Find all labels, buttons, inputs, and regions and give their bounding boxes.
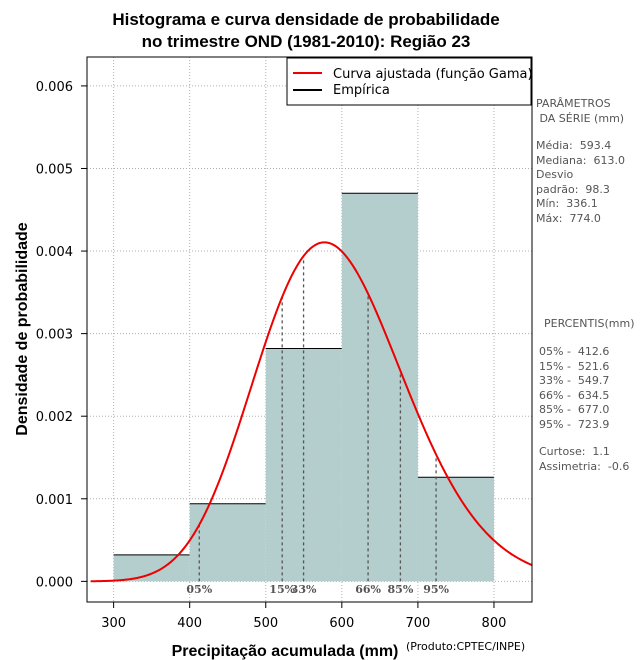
percentile-label: 95% [423,583,449,596]
percentile-markers: 05% 15%33% 66% 85% 95% [186,256,450,596]
legend-label-empirical: Empírica [333,83,390,98]
x-tick-label: 700 [405,616,430,631]
y-axis: 0.000 0.001 0.002 0.003 0.004 0.005 0.006 [36,80,87,590]
chart-title-line-2: no trimestre OND (1981-2010): Região 23 [142,32,471,51]
x-tick-label: 500 [253,616,278,631]
y-tick-label: 0.001 [36,493,73,508]
x-tick-label: 300 [101,616,126,631]
percentile-label: 15% [269,583,295,596]
legend-box [286,57,532,106]
legend-label-curve: Curva ajustada (função Gama) [333,67,533,82]
histogram-bar [341,193,418,582]
series-parameters-title: PARÂMETROS DA SÉRIE (mm) [536,97,625,125]
percentile-label: 66% [355,583,381,596]
percentile-label: 33% [291,583,317,596]
density-curve-layer [90,241,533,583]
y-tick-label: 0.004 [36,245,73,260]
percentile-label: 85% [388,583,414,596]
percentiles-title: PERCENTIS(mm) [544,317,635,330]
gamma-density-curve [90,241,533,583]
x-tick-label: 400 [177,616,202,631]
percentiles-list: 05% - 412.6 15% - 521.6 33% - 549.7 66% … [539,345,610,431]
y-tick-label: 0.002 [36,410,73,425]
product-credit: (Produto:CPTEC/INPE) [406,640,526,653]
histogram-bar [113,554,190,582]
y-tick-label: 0.006 [36,80,73,95]
y-tick-label: 0.005 [36,162,73,177]
percentile-label: 05% [186,583,212,596]
y-axis-title: Densidade de probabilidade [14,222,31,435]
plot-frame [86,56,533,603]
x-axis-title: Precipitação acumulada (mm) [172,643,399,660]
series-parameters: Média: 593.4 Mediana: 613.0 Desvio padrã… [536,139,625,225]
y-tick-label: 0.003 [36,328,73,343]
histogram-bar [417,477,494,582]
histogram-bar [189,503,266,582]
x-tick-label: 600 [329,616,354,631]
x-tick-label: 800 [482,616,507,631]
legend: Curva ajustada (função Gama) Empírica [286,57,533,106]
chart-title-line-1: Histograma e curva densidade de probabil… [112,10,499,29]
x-axis: 300 400 500 600 700 800 [101,602,506,631]
shape-statistics: Curtose: 1.1 Assimetria: -0.6 [539,445,630,473]
y-tick-label: 0.000 [36,575,73,590]
